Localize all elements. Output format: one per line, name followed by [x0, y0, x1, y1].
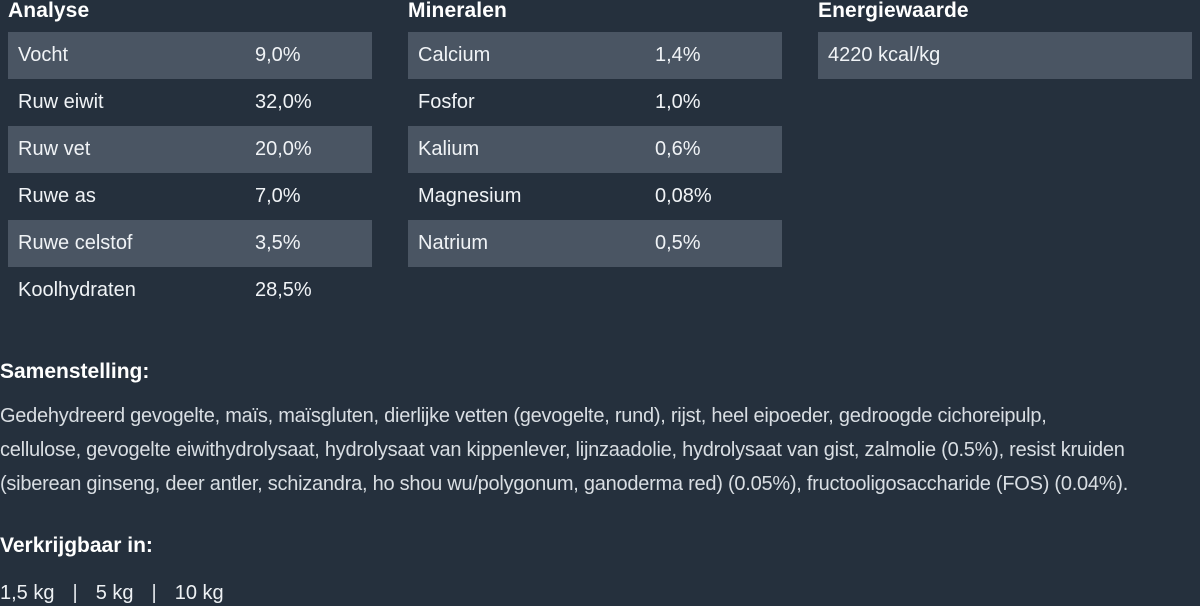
row-label: Fosfor [418, 91, 475, 113]
energiewaarde-section: Energiewaarde 4220 kcal/kg [818, 0, 1192, 79]
row-label: Ruwe celstof [18, 232, 133, 254]
table-row: Fosfor 1,0% [408, 79, 782, 126]
row-value: 32,0% [255, 91, 312, 113]
table-row: Koolhydraten 28,5% [8, 267, 372, 314]
row-value: 9,0% [255, 44, 301, 66]
table-row: Kalium 0,6% [408, 126, 782, 173]
analyse-table: Vocht 9,0% Ruw eiwit 32,0% Ruw vet 20,0% Ruwe … [8, 32, 372, 314]
verkrijgbaar-heading: Verkrijgbaar in: [0, 534, 153, 557]
composition-text: Gedehydreerd gevogelte, maïs, maïsgluten… [0, 399, 1200, 501]
mineralen-section: Mineralen Calcium 1,4% Fosfor 1,0% Kalium 0,6… [408, 0, 782, 267]
available-sizes: 1,5 kg | 5 kg | 10 kg [0, 581, 1200, 606]
table-row: Magnesium 0,08% [408, 173, 782, 220]
row-value: 0,6% [655, 138, 701, 160]
row-value: 7,0% [255, 185, 301, 207]
table-row: Ruwe celstof 3,5% [8, 220, 372, 267]
analyse-heading: Analyse [8, 0, 90, 22]
row-label: Koolhydraten [18, 279, 136, 301]
row-label: Kalium [418, 138, 480, 160]
composition-line: Gedehydreerd gevogelte, maïs, maïsgluten… [0, 405, 1047, 427]
row-value: 20,0% [255, 138, 312, 160]
size-separator: | [151, 582, 157, 604]
analyse-section: Analyse Vocht 9,0% Ruw eiwit 32,0% Ruw vet 20… [8, 0, 372, 314]
size-separator: | [72, 582, 78, 604]
table-row: Vocht 9,0% [8, 32, 372, 79]
table-row: Natrium 0,5% [408, 220, 782, 267]
row-label: Ruwe as [18, 185, 96, 207]
row-label: Natrium [418, 232, 489, 254]
size-option: 5 kg [95, 582, 134, 604]
row-label: Vocht [18, 44, 69, 66]
row-value: 28,5% [255, 279, 312, 301]
row-label: Ruw eiwit [18, 91, 104, 113]
row-label: Calcium [418, 44, 491, 66]
row-value: 1,4% [655, 44, 701, 66]
table-row: Ruwe as 7,0% [8, 173, 372, 220]
row-value: 0,08% [655, 185, 712, 207]
table-row: Ruw vet 20,0% [8, 126, 372, 173]
size-option: 1,5 kg [0, 582, 55, 604]
energiewaarde-heading: Energiewaarde [818, 0, 969, 22]
row-value: 0,5% [655, 232, 701, 254]
mineralen-heading: Mineralen [408, 0, 507, 22]
table-row: Ruw eiwit 32,0% [8, 79, 372, 126]
size-option: 10 kg [174, 582, 224, 604]
energiewaarde-table: 4220 kcal/kg [818, 32, 1192, 79]
row-label: Magnesium [418, 185, 522, 207]
row-label: Ruw vet [18, 138, 91, 160]
samenstelling-heading: Samenstelling: [0, 360, 150, 383]
mineralen-table: Calcium 1,4% Fosfor 1,0% Kalium 0,6% Magnesium… [408, 32, 782, 267]
row-value: 1,0% [655, 91, 701, 113]
table-row: Calcium 1,4% [408, 32, 782, 79]
table-row: 4220 kcal/kg [818, 32, 1192, 79]
composition-line: cellulose, gevogelte eiwithydrolysaat, h… [0, 439, 1125, 461]
row-label: 4220 kcal/kg [828, 44, 941, 66]
composition-line: (siberean ginseng, deer antler, schizand… [0, 473, 1129, 495]
row-value: 3,5% [255, 232, 301, 254]
nutrition-tables-row: Analyse Vocht 9,0% Ruw eiwit 32,0% Ruw vet 20… [8, 0, 1192, 314]
